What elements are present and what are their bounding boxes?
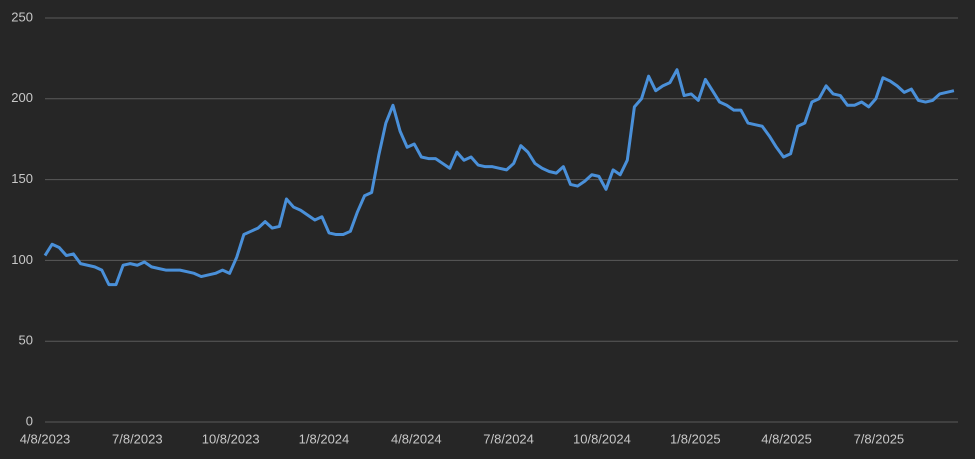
y-tick-label: 100 <box>11 252 33 267</box>
x-tick-label: 7/8/2023 <box>112 431 163 446</box>
x-tick-label: 1/8/2024 <box>299 431 350 446</box>
y-tick-label: 250 <box>11 9 33 24</box>
x-tick-label: 4/8/2023 <box>20 431 71 446</box>
x-tick-label: 1/8/2025 <box>670 431 721 446</box>
x-tick-label: 10/8/2023 <box>202 431 260 446</box>
x-tick-label: 7/8/2025 <box>854 431 905 446</box>
y-tick-label: 150 <box>11 171 33 186</box>
y-tick-label: 50 <box>19 333 33 348</box>
data-line <box>43 68 955 287</box>
x-tick-label: 4/8/2025 <box>761 431 812 446</box>
x-tick-label: 4/8/2024 <box>391 431 442 446</box>
y-tick-label: 0 <box>26 413 33 428</box>
x-tick-label: 7/8/2024 <box>483 431 534 446</box>
y-tick-label: 200 <box>11 90 33 105</box>
x-tick-label: 10/8/2024 <box>573 431 631 446</box>
